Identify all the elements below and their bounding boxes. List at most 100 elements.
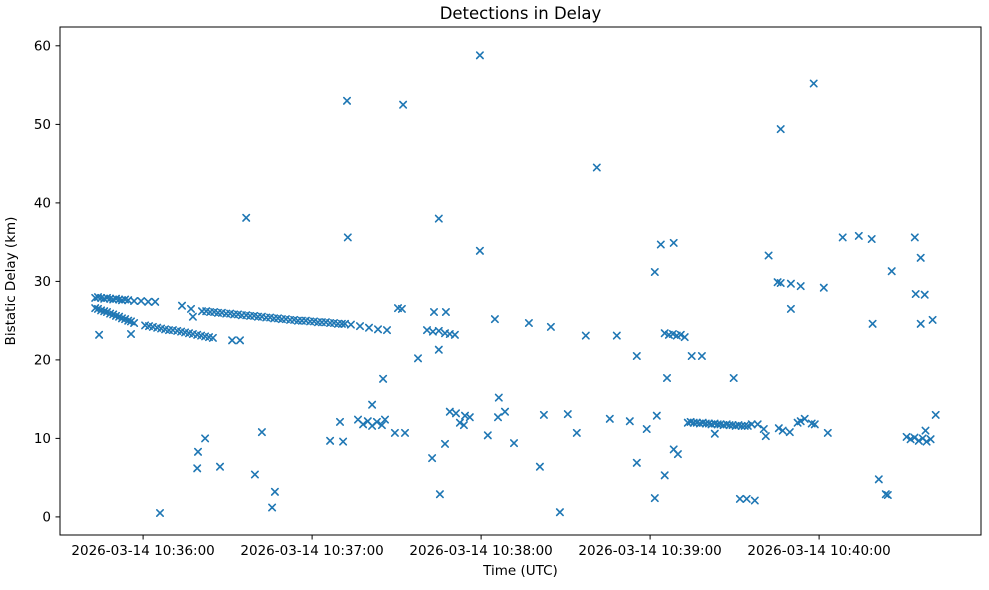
data-point (743, 421, 752, 430)
data-point (346, 320, 355, 329)
data-point (819, 283, 828, 292)
data-point (800, 414, 809, 423)
data-point (270, 487, 279, 496)
data-point (343, 233, 352, 242)
data-point (127, 330, 135, 338)
data-point (365, 323, 373, 332)
data-point (510, 439, 518, 448)
data-point (450, 330, 459, 339)
data-point (368, 400, 377, 409)
data-point (656, 240, 665, 249)
x-tick-label: 2026-03-14 10:36:00 (71, 543, 214, 559)
data-point (430, 308, 438, 316)
data-point (455, 418, 464, 427)
data-point (343, 96, 351, 105)
data-point (399, 100, 408, 109)
data-point (236, 336, 244, 345)
data-point (452, 409, 460, 418)
data-point (750, 496, 759, 505)
data-point (729, 374, 738, 382)
data-point (359, 420, 368, 429)
data-point (725, 421, 734, 430)
data-point (697, 352, 706, 360)
chart-title: Detections in Delay (440, 4, 602, 23)
y-tick-label: 40 (34, 195, 51, 211)
data-point (441, 439, 449, 448)
data-point (676, 330, 685, 339)
data-point (156, 509, 164, 517)
data-point (201, 434, 210, 443)
data-point (887, 267, 896, 276)
data-point (336, 417, 344, 426)
data-point (632, 352, 641, 360)
data-point (764, 251, 773, 260)
data-point (187, 304, 195, 313)
data-point (228, 336, 237, 345)
data-point (774, 424, 783, 433)
data-point (854, 231, 863, 240)
data-point (194, 447, 202, 456)
data-point (130, 297, 139, 305)
data-point (910, 233, 919, 242)
data-point (687, 352, 696, 360)
data-point (911, 290, 920, 298)
data-point (374, 325, 382, 334)
data-point (776, 125, 785, 134)
data-point (434, 214, 443, 223)
data-point (434, 326, 443, 335)
data-point (689, 418, 698, 427)
data-point (883, 491, 892, 499)
data-point (242, 213, 251, 222)
data-point (735, 494, 744, 503)
data-point (632, 458, 641, 467)
data-point (928, 315, 937, 324)
data-point (524, 319, 533, 327)
data-point (737, 421, 746, 430)
data-point (193, 464, 202, 473)
data-point (581, 331, 590, 340)
y-tick-label: 50 (34, 117, 51, 133)
y-tick-label: 0 (42, 509, 51, 525)
data-point (383, 326, 391, 335)
data-point (742, 494, 751, 503)
data-point (459, 421, 468, 430)
data-point (838, 233, 847, 242)
data-point (555, 508, 564, 517)
data-point (208, 333, 217, 342)
x-tick-label: 2026-03-14 10:38:00 (409, 543, 552, 559)
data-point (356, 322, 364, 331)
data-point (178, 301, 186, 310)
data-point (747, 420, 756, 429)
data-points-layer (91, 51, 940, 517)
y-tick-label: 10 (34, 431, 51, 447)
data-point (786, 304, 795, 313)
data-point (390, 428, 399, 437)
data-point (401, 428, 409, 437)
data-point (475, 246, 484, 255)
data-point (710, 429, 719, 438)
data-point (916, 253, 925, 262)
data-point (660, 471, 669, 480)
data-point (592, 163, 601, 172)
data-point (151, 297, 160, 306)
data-point (914, 436, 923, 445)
data-point (379, 374, 388, 383)
data-point (680, 333, 689, 342)
data-point (137, 297, 146, 305)
y-tick-label: 60 (34, 38, 51, 54)
data-point (668, 330, 677, 338)
data-point (414, 354, 422, 363)
data-point (663, 374, 671, 382)
y-axis-label: Bistatic Delay (km) (3, 217, 19, 346)
data-point (95, 330, 104, 339)
data-point (377, 421, 386, 430)
data-point (572, 428, 581, 437)
data-point (810, 420, 819, 429)
data-point (188, 312, 197, 321)
data-point (642, 425, 651, 433)
x-axis-label: Time (UTC) (482, 563, 558, 579)
data-point (921, 426, 930, 435)
data-point (796, 417, 805, 426)
